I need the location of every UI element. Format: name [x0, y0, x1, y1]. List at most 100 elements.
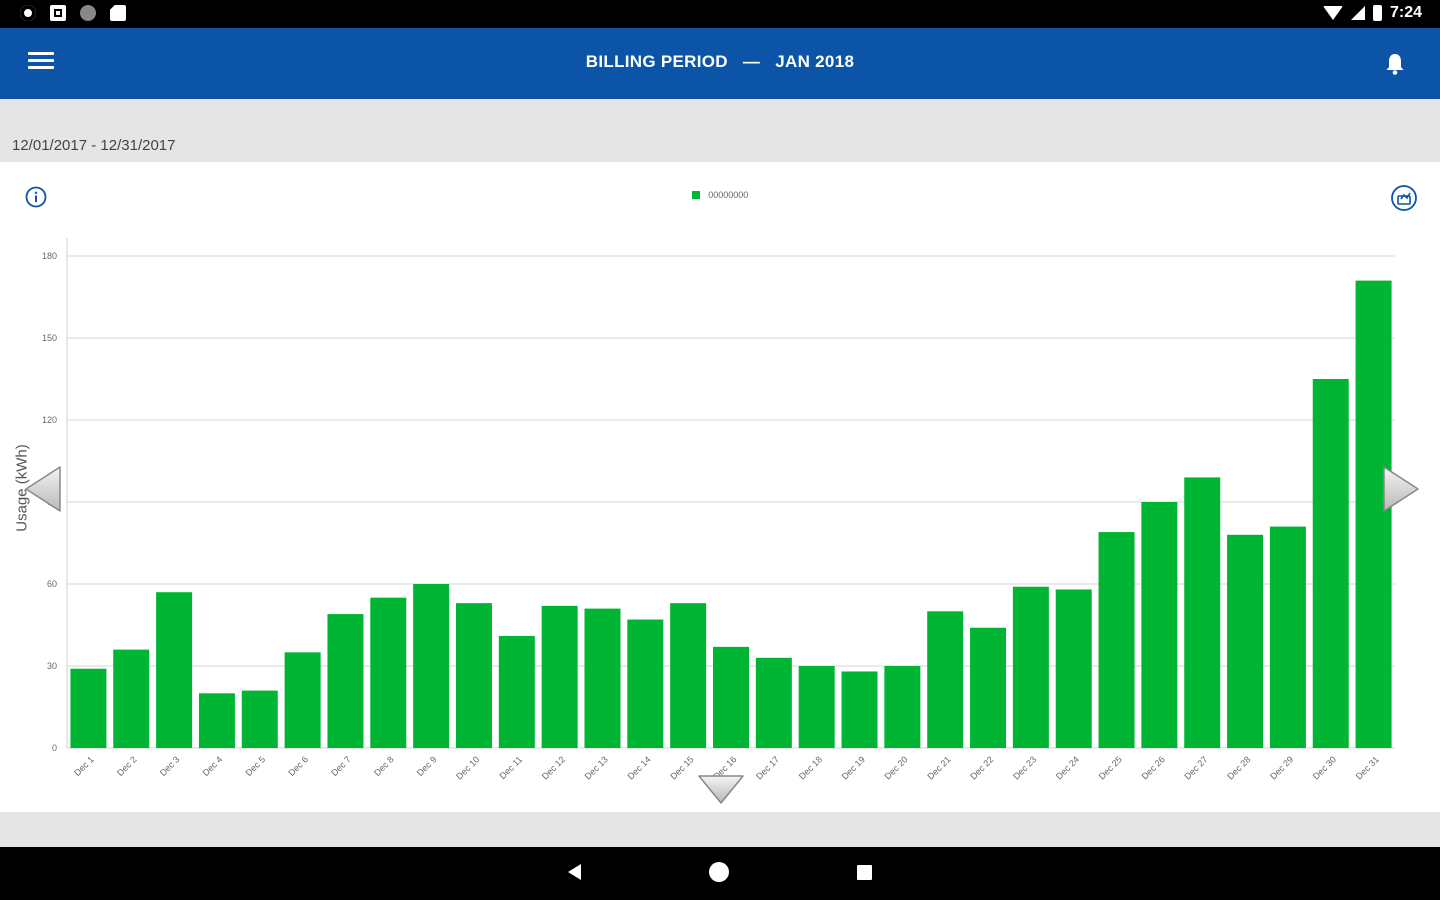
x-tick-label: Dec 30 [1311, 754, 1338, 781]
bar-29 [1269, 526, 1306, 748]
x-tick-label: Dec 11 [497, 754, 524, 781]
bar-25 [1098, 532, 1135, 748]
bar-18 [798, 666, 835, 748]
bar-24 [1055, 589, 1092, 748]
bell-icon [1386, 54, 1404, 75]
bar-13 [584, 608, 621, 748]
bar-23 [1012, 586, 1049, 748]
signal-icon [1350, 6, 1365, 20]
bar-6 [284, 652, 321, 748]
x-tick-label: Dec 29 [1268, 754, 1295, 781]
bar-4 [198, 693, 235, 748]
x-tick-label: Dec 6 [286, 754, 310, 778]
wifi-icon [1322, 6, 1343, 20]
previous-period-button[interactable] [22, 464, 64, 514]
status-system-icons: 7:24 [1322, 4, 1422, 22]
bar-21 [927, 611, 964, 748]
x-tick-label: Dec 8 [372, 754, 396, 778]
y-tick-label: 150 [42, 333, 57, 343]
export-chart-button[interactable] [1390, 184, 1418, 212]
chart-legend: 00000000 [0, 190, 1440, 200]
settings-notification-icon [20, 5, 36, 21]
x-tick-label: Dec 23 [1011, 754, 1038, 781]
recents-icon[interactable] [857, 865, 872, 880]
x-tick-label: Dec 15 [668, 754, 695, 781]
expand-details-button[interactable] [696, 772, 746, 806]
arrow-right-icon [1383, 466, 1419, 512]
x-tick-label: Dec 7 [329, 754, 353, 778]
bar-31 [1355, 280, 1392, 748]
bar-10 [455, 603, 492, 748]
y-tick-label: 0 [52, 743, 57, 753]
back-icon[interactable] [568, 864, 581, 880]
x-tick-label: Dec 19 [840, 754, 867, 781]
x-tick-label: Dec 13 [583, 754, 610, 781]
x-tick-label: Dec 24 [1054, 754, 1081, 781]
bottom-strip [0, 812, 1440, 847]
bar-8 [370, 597, 407, 748]
bar-17 [755, 657, 792, 748]
y-tick-label: 60 [47, 579, 57, 589]
status-notification-icons [20, 5, 126, 21]
bar-16 [713, 646, 749, 748]
bar-1 [70, 668, 107, 748]
legend-swatch [691, 191, 700, 199]
legend-label: 00000000 [708, 190, 749, 200]
bar-14 [627, 619, 664, 748]
system-navigation-bar [0, 847, 1440, 900]
sd-card-icon [110, 5, 126, 21]
next-period-button[interactable] [1380, 464, 1422, 514]
x-tick-label: Dec 26 [1140, 754, 1167, 781]
x-tick-label: Dec 20 [883, 754, 910, 781]
bar-15 [670, 603, 707, 748]
x-tick-label: Dec 17 [754, 754, 781, 781]
x-tick-label: Dec 27 [1182, 754, 1209, 781]
x-tick-label: Dec 5 [243, 754, 267, 778]
x-tick-label: Dec 2 [115, 754, 139, 778]
x-tick-label: Dec 4 [201, 754, 225, 778]
arrow-down-icon [698, 775, 744, 804]
y-tick-label: 30 [47, 661, 57, 671]
page-title: BILLING PERIOD — JAN 2018 [0, 52, 1440, 72]
info-button[interactable] [25, 186, 47, 208]
x-tick-label: Dec 1 [72, 754, 96, 778]
x-tick-label: Dec 21 [925, 754, 952, 781]
x-tick-label: Dec 14 [625, 754, 652, 781]
x-tick-label: Dec 18 [797, 754, 824, 781]
title-month: JAN 2018 [775, 52, 855, 71]
bar-2 [113, 649, 150, 748]
home-icon[interactable] [709, 862, 729, 882]
title-billing-period: BILLING PERIOD [585, 52, 728, 71]
x-tick-label: Dec 31 [1354, 754, 1381, 781]
hamburger-icon-line [28, 59, 54, 62]
circle-notification-icon [80, 5, 96, 21]
app-notification-icon [50, 5, 66, 21]
x-tick-label: Dec 3 [158, 754, 182, 778]
menu-button[interactable] [28, 52, 54, 74]
status-bar: 7:24 [0, 0, 1440, 28]
info-icon [25, 186, 47, 208]
bar-27 [1184, 477, 1221, 748]
battery-icon [1372, 5, 1382, 21]
x-tick-label: Dec 28 [1225, 754, 1252, 781]
bar-9 [413, 584, 450, 748]
hamburger-icon-line [28, 66, 54, 69]
notifications-button[interactable] [1384, 52, 1406, 76]
bar-20 [884, 666, 921, 748]
bar-22 [970, 627, 1007, 748]
x-tick-label: Dec 22 [968, 754, 995, 781]
arrow-left-icon [25, 466, 61, 512]
x-tick-label: Dec 12 [540, 754, 567, 781]
billing-date-range: 12/01/2017 - 12/31/2017 [12, 137, 176, 154]
y-tick-label: 180 [42, 251, 57, 261]
x-tick-label: Dec 10 [454, 754, 481, 781]
status-time: 7:24 [1389, 4, 1422, 21]
bar-7 [327, 614, 364, 748]
bar-11 [498, 635, 535, 748]
bar-19 [841, 671, 878, 748]
bar-30 [1312, 379, 1349, 748]
billing-date-strip: 12/01/2017 - 12/31/2017 [0, 99, 1440, 161]
bar-26 [1141, 502, 1178, 748]
title-separator: — [742, 52, 761, 71]
export-icon [1391, 185, 1417, 211]
